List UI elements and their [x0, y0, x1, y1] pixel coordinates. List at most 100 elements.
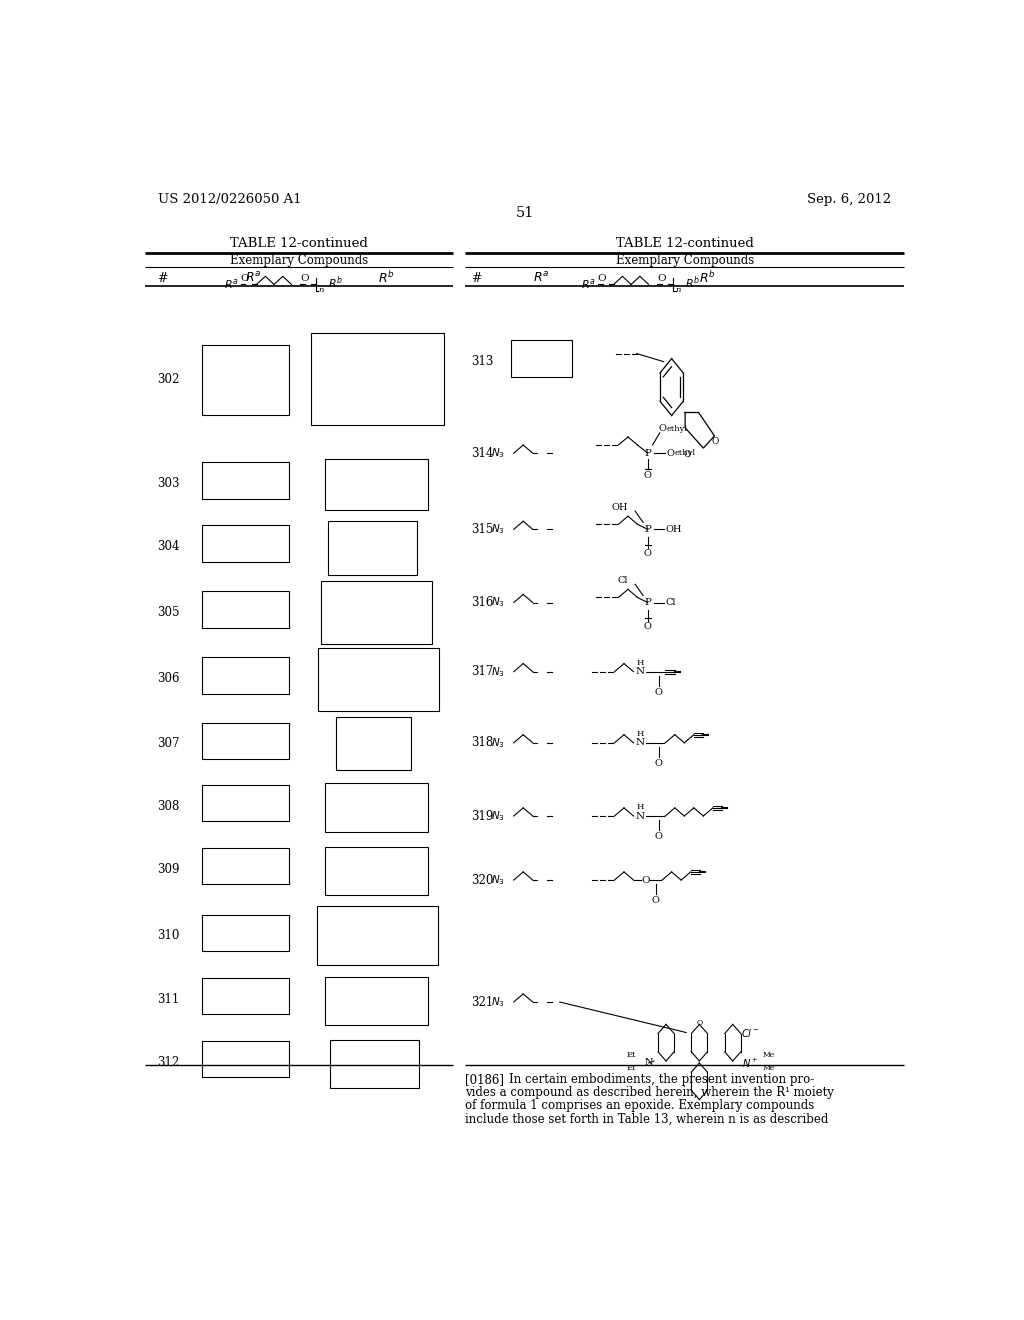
Text: include those set forth in Table 13, wherein n is as described: include those set forth in Table 13, whe…: [465, 1113, 828, 1126]
Text: of formula 1 comprises an epoxide. Exemplary compounds: of formula 1 comprises an epoxide. Exemp…: [465, 1100, 814, 1113]
Text: 310: 310: [158, 929, 180, 942]
Text: O: O: [644, 623, 651, 631]
Text: P: P: [644, 449, 651, 458]
Text: 318: 318: [471, 737, 494, 750]
Text: ethyl: ethyl: [667, 425, 688, 433]
Text: Me: Me: [763, 1064, 775, 1072]
Text: N: N: [635, 812, 644, 821]
Bar: [511, 341, 572, 378]
Text: OH: OH: [611, 503, 628, 512]
Bar: [202, 525, 289, 562]
Bar: [202, 722, 289, 759]
Bar: [202, 847, 289, 884]
Bar: [328, 521, 417, 576]
Text: TABLE 12-continued: TABLE 12-continued: [230, 238, 369, 251]
Text: OH: OH: [666, 525, 682, 533]
Bar: [336, 718, 411, 771]
Text: 308: 308: [158, 800, 180, 813]
Text: $R^a$: $R^a$: [224, 277, 240, 292]
Text: Sep. 6, 2012: Sep. 6, 2012: [807, 193, 892, 206]
Text: 303: 303: [158, 477, 180, 490]
Bar: [202, 915, 289, 952]
Text: 315: 315: [471, 523, 494, 536]
Text: n: n: [676, 285, 681, 293]
Text: $R^a$: $R^a$: [532, 272, 549, 285]
Bar: [331, 1040, 419, 1089]
Text: O: O: [300, 273, 309, 282]
Text: O: O: [655, 832, 663, 841]
Text: $R^a$: $R^a$: [582, 277, 596, 292]
Text: P: P: [644, 525, 651, 533]
Text: Cl: Cl: [666, 598, 676, 607]
Bar: [318, 648, 439, 711]
Bar: [202, 462, 289, 499]
Text: In certain embodiments, the present invention pro-: In certain embodiments, the present inve…: [509, 1073, 814, 1086]
Text: 302: 302: [158, 374, 180, 387]
Text: H: H: [636, 730, 643, 738]
Text: $N_3$: $N_3$: [492, 737, 505, 750]
Text: 320: 320: [471, 874, 494, 887]
Text: O: O: [683, 450, 690, 458]
Bar: [202, 1040, 289, 1077]
Bar: [202, 784, 289, 821]
Text: O: O: [598, 273, 606, 282]
Text: O: O: [657, 273, 666, 282]
Text: US 2012/0226050 A1: US 2012/0226050 A1: [158, 193, 302, 206]
Text: O: O: [655, 688, 663, 697]
Bar: [325, 784, 428, 833]
Text: 306: 306: [158, 672, 180, 685]
Text: ethyl: ethyl: [675, 449, 696, 457]
Text: O: O: [644, 471, 651, 480]
Text: 51: 51: [516, 206, 534, 220]
Text: $N_3$: $N_3$: [492, 595, 505, 610]
Text: O: O: [696, 1019, 702, 1027]
Text: 316: 316: [471, 597, 494, 609]
Text: O: O: [666, 449, 674, 458]
Text: $Cl^-$: $Cl^-$: [740, 1027, 759, 1039]
Bar: [202, 346, 289, 414]
Text: TABLE 12-continued: TABLE 12-continued: [615, 238, 754, 251]
Bar: [310, 333, 443, 425]
Text: N: N: [635, 667, 644, 676]
Bar: [202, 591, 289, 628]
Text: $N_3$: $N_3$: [492, 523, 505, 536]
Bar: [202, 657, 289, 694]
Text: vides a compound as described herein, wherein the R¹ moiety: vides a compound as described herein, wh…: [465, 1086, 835, 1100]
Text: O: O: [652, 896, 659, 906]
Text: H: H: [636, 659, 643, 667]
Text: O: O: [658, 424, 667, 433]
Text: $N_3$: $N_3$: [492, 873, 505, 887]
Bar: [325, 846, 428, 895]
Text: $R^b$: $R^b$: [699, 271, 716, 286]
Text: 309: 309: [158, 863, 180, 876]
Text: $N_3$: $N_3$: [492, 809, 505, 822]
Text: 321: 321: [471, 995, 494, 1008]
Bar: [202, 978, 289, 1014]
Text: Et: Et: [627, 1064, 636, 1072]
Text: 307: 307: [158, 738, 180, 750]
Text: $R^b$: $R^b$: [328, 275, 343, 290]
Text: 312: 312: [158, 1056, 179, 1069]
Bar: [325, 977, 428, 1026]
Bar: [321, 581, 432, 644]
Text: O: O: [241, 273, 249, 282]
Text: O: O: [644, 549, 651, 558]
Text: 319: 319: [471, 809, 494, 822]
Text: $R^a$: $R^a$: [245, 272, 261, 285]
Text: #: #: [158, 272, 168, 285]
Text: $N_3$: $N_3$: [492, 995, 505, 1008]
Text: 313: 313: [471, 355, 494, 368]
Text: O: O: [655, 759, 663, 768]
Text: Et: Et: [627, 1051, 636, 1059]
Text: 305: 305: [158, 606, 180, 619]
Text: 304: 304: [158, 540, 180, 553]
Text: H: H: [636, 803, 643, 810]
Text: 311: 311: [158, 994, 179, 1006]
Text: #: #: [471, 272, 481, 285]
Text: N: N: [635, 738, 644, 747]
Text: $N_3$: $N_3$: [492, 665, 505, 678]
Text: Exemplary Compounds: Exemplary Compounds: [615, 253, 754, 267]
Text: 317: 317: [471, 665, 494, 678]
Text: 314: 314: [471, 446, 494, 459]
Text: O: O: [712, 437, 719, 446]
